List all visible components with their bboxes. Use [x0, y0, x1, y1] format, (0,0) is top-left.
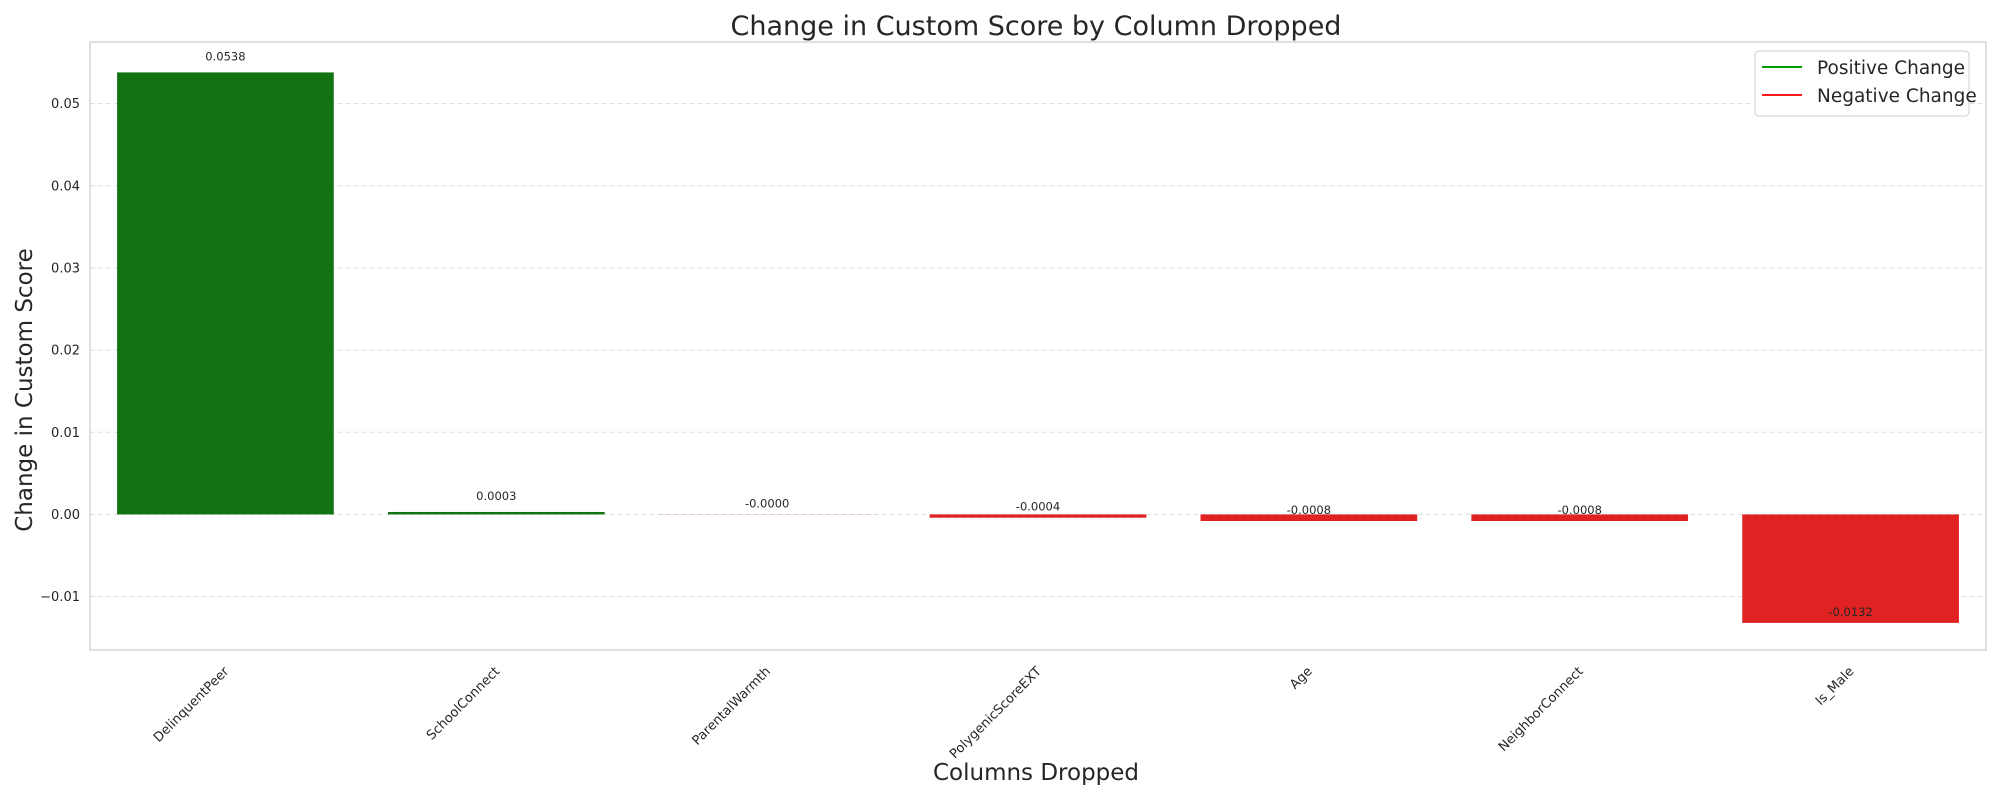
legend: Positive Change Negative Change [1755, 51, 1977, 116]
legend-negative-label: Negative Change [1817, 86, 1977, 107]
chart-title: Change in Custom Score by Column Dropped [731, 11, 1342, 42]
x-axis-label: Columns Dropped [933, 760, 1139, 786]
data-label: 0.0003 [476, 489, 516, 503]
y-tick-label: 0.01 [51, 426, 80, 441]
data-label: -0.0008 [1287, 503, 1331, 517]
data-label: -0.0004 [1016, 500, 1060, 514]
legend-positive-label: Positive Change [1817, 58, 1965, 79]
bar-schoolconnect [388, 512, 605, 514]
y-tick-label: −0.01 [40, 590, 80, 605]
y-axis-label: Change in Custom Score [12, 248, 38, 532]
y-tick-label: 0.03 [51, 261, 80, 276]
y-tick-label: 0.00 [51, 508, 80, 523]
bar-polygenicscoreext [930, 514, 1147, 517]
data-label: -0.0132 [1828, 605, 1872, 619]
data-label: -0.0000 [745, 497, 789, 511]
bar-delinquentpeer [117, 72, 334, 514]
y-tick-label: 0.05 [51, 97, 80, 112]
y-tick-label: 0.02 [51, 344, 80, 359]
data-label: -0.0008 [1558, 503, 1602, 517]
y-tick-label: 0.04 [51, 179, 80, 194]
data-label: 0.0538 [205, 49, 245, 63]
